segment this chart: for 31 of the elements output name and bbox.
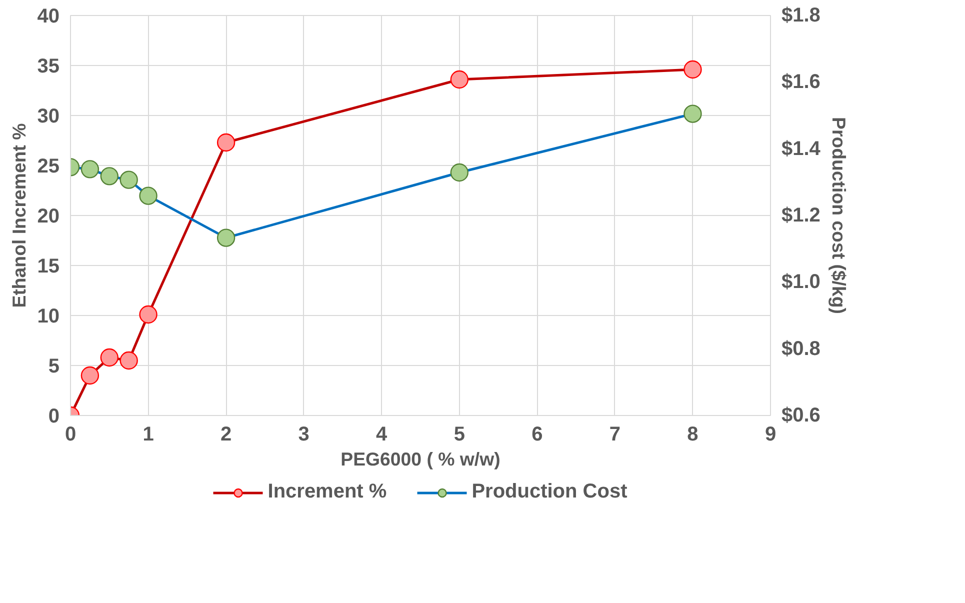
y2-tick-label: $0.6 xyxy=(782,404,820,426)
x-tick-label: 1 xyxy=(142,424,154,446)
x-tick-label: 0 xyxy=(64,424,76,446)
x-tick-label: 5 xyxy=(454,424,465,446)
legend-label: Increment % xyxy=(268,480,387,504)
y-tick-label: 10 xyxy=(37,306,60,328)
y-tick-label: 30 xyxy=(37,106,60,128)
y-tick-label: 35 xyxy=(37,56,60,78)
y2-tick-label: $1.6 xyxy=(782,71,820,94)
y-tick-label: 40 xyxy=(37,6,60,28)
x-tick-label: 2 xyxy=(220,424,232,446)
x-tick-label: 4 xyxy=(376,424,388,446)
x-tick-label: 6 xyxy=(532,424,543,446)
y2-axis-title: Production cost ($/kg) xyxy=(828,117,850,314)
y2-tick-label: $1.8 xyxy=(782,4,820,26)
x-tick-label: 3 xyxy=(298,424,310,446)
x-axis-title: PEG6000 ( % w/w) xyxy=(340,448,500,470)
y-tick-label: 15 xyxy=(37,256,60,278)
y2-tick-label: $0.8 xyxy=(782,338,820,360)
y-axis-title: Ethanol Increment % xyxy=(8,122,30,308)
y-tick-label: 0 xyxy=(48,406,60,428)
y-tick-label: 25 xyxy=(37,156,60,178)
x-tick-label: 8 xyxy=(687,424,698,446)
y2-tick-label: $1.0 xyxy=(782,271,820,294)
y2-tick-label: $1.4 xyxy=(782,138,822,160)
y2-tick-label: $1.2 xyxy=(782,204,820,226)
y-tick-label: 5 xyxy=(48,356,60,378)
x-tick-label: 9 xyxy=(764,424,776,446)
y-tick-label: 20 xyxy=(37,206,60,228)
x-tick-label: 7 xyxy=(609,424,621,446)
legend-label: Production Cost xyxy=(472,480,628,504)
